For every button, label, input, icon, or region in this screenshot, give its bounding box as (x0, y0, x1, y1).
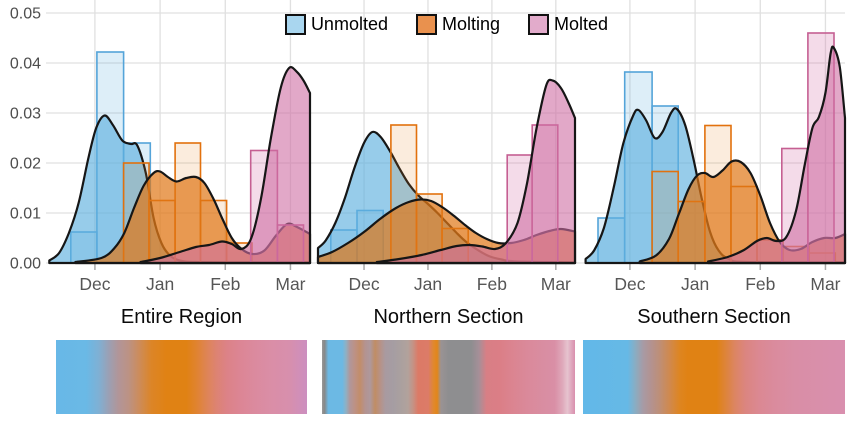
svg-text:Feb: Feb (745, 274, 775, 294)
strip-northern-section: Northern Section (322, 304, 575, 414)
unmolted-swatch-icon (284, 14, 306, 35)
strip-title-entire-region: Entire Region (120, 306, 243, 328)
strip-entire-region: Entire Region (56, 304, 307, 414)
molting-swatch-icon (415, 14, 437, 35)
svg-text:0.01: 0.01 (10, 206, 41, 223)
gradient-bar-southern-section (583, 340, 845, 414)
strip-title-southern-section: Southern Section (637, 306, 791, 328)
svg-text:Jan: Jan (414, 274, 442, 294)
svg-text:Feb: Feb (477, 274, 507, 294)
svg-text:Mar: Mar (541, 274, 571, 294)
svg-text:0.03: 0.03 (10, 106, 41, 123)
svg-text:0.05: 0.05 (10, 6, 41, 23)
legend-label-molting: Molting (441, 14, 501, 34)
legend-label-unmolted: Unmolted (310, 14, 388, 34)
molted-swatch-icon (528, 14, 550, 35)
svg-text:Dec: Dec (614, 274, 645, 294)
gradient-bar-northern-section (322, 340, 575, 414)
legend-item-molting: Molting (415, 14, 501, 35)
strip-southern-section: Southern Section (583, 304, 845, 414)
svg-text:Jan: Jan (681, 274, 709, 294)
svg-text:Mar: Mar (275, 274, 305, 294)
density-histogram-chart: 0.00 0.01 0.02 0.03 0.04 0.05 Dec Jan Feb Mar Dec J… (10, 0, 847, 294)
svg-text:Dec: Dec (348, 274, 379, 294)
svg-text:Jan: Jan (146, 274, 174, 294)
legend-item-unmolted: Unmolted (284, 14, 388, 35)
gradient-bar-entire-region (56, 340, 307, 414)
svg-text:0.00: 0.00 (10, 256, 41, 273)
svg-text:0.02: 0.02 (10, 156, 41, 173)
svg-text:Feb: Feb (210, 274, 240, 294)
svg-text:0.04: 0.04 (10, 56, 41, 73)
legend-label-molted: Molted (554, 14, 609, 34)
legend-item-molted: Molted (528, 14, 608, 35)
svg-text:Mar: Mar (810, 274, 840, 294)
svg-text:Dec: Dec (79, 274, 110, 294)
legend: Unmolted Molting Molted (48, 14, 845, 35)
strip-title-northern-section: Northern Section (373, 306, 524, 328)
